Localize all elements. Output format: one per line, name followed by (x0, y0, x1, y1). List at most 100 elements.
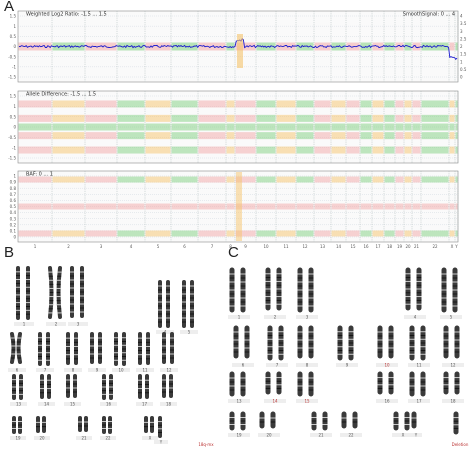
allele-band (421, 146, 449, 154)
baf-band (395, 203, 404, 210)
chromosome (46, 332, 50, 366)
chromosome-label: 9 (244, 244, 247, 249)
baf-band (226, 176, 235, 183)
log2-band (256, 42, 276, 51)
allele-band (296, 123, 314, 131)
allele-band (314, 100, 331, 108)
allele-band (226, 123, 235, 131)
label-strip (264, 315, 286, 319)
karyotype-label: 4 (164, 329, 167, 334)
allele-band (85, 132, 117, 140)
label-strip (408, 399, 430, 403)
allele-band (52, 123, 85, 131)
allele-band (85, 123, 117, 131)
track-allele: 1.5 1 0.5 0 -0.5 -1 -1.5 Allele Difference: -1.… (8, 90, 459, 164)
label-strip (180, 330, 198, 334)
log2-band (314, 42, 331, 51)
chromosome (454, 325, 460, 359)
chromosome-label: 1 (34, 244, 37, 249)
baf-band (171, 176, 198, 183)
chromosome (40, 374, 44, 399)
allele-band (395, 100, 404, 108)
allele-band (314, 123, 331, 131)
chromosome-label: 18 (387, 244, 393, 249)
left-tick-label: 0.6 (10, 198, 17, 203)
allele-band (117, 114, 145, 122)
chromosome-label: Y (454, 244, 458, 249)
allele-band (455, 123, 458, 131)
left-tick-label: 0 (13, 44, 16, 49)
chromosome (454, 371, 460, 395)
allele-band (346, 123, 360, 131)
chromosome (416, 267, 422, 311)
chromosome (240, 371, 246, 397)
allele-band (171, 114, 198, 122)
left-tick-label: 1 (13, 24, 16, 29)
allele-band (384, 123, 395, 131)
left-tick-label: 0.2 (10, 222, 17, 227)
baf-band (18, 176, 52, 183)
chromosome (80, 266, 84, 318)
allele-band (296, 146, 314, 154)
allele-band (346, 100, 360, 108)
allele-band (421, 123, 449, 131)
allele-band (256, 132, 276, 140)
chromosome (16, 332, 22, 364)
allele-band (331, 100, 346, 108)
label-strip (10, 402, 27, 406)
chromosome (311, 411, 317, 431)
chromosome (411, 411, 417, 429)
allele-band (372, 114, 384, 122)
chromosome (102, 374, 106, 400)
baf-band (384, 203, 395, 210)
karyotype-label: 16 (106, 401, 112, 406)
panel-letter-b: B (4, 244, 15, 261)
chromosome (146, 332, 150, 365)
label-strip (160, 402, 177, 406)
chromosome (122, 332, 126, 366)
baf-band (171, 230, 198, 237)
log2-band (395, 42, 404, 51)
chromosome (12, 416, 16, 434)
allele-band (276, 123, 296, 131)
baf-band (276, 230, 296, 237)
chromosome (162, 332, 166, 364)
chromosome (244, 325, 250, 359)
right-tick-label: 2.5 (460, 36, 467, 41)
karyotype-label: 3 (306, 314, 309, 319)
baf-band (412, 176, 421, 183)
allele-band (18, 123, 52, 131)
label-strip (376, 363, 398, 367)
label-strip (36, 368, 54, 372)
baf-band (421, 230, 449, 237)
allele-band (360, 123, 372, 131)
chromosome (297, 325, 303, 359)
allele-band (384, 100, 395, 108)
karyotype-label: 22 (105, 435, 111, 440)
label-strip (408, 363, 430, 367)
chromosome (144, 416, 148, 433)
allele-band (395, 123, 404, 131)
left-tick-label: 0.9 (10, 180, 17, 185)
allele-band (256, 100, 276, 108)
allele-band (449, 114, 455, 122)
allele-band (276, 146, 296, 154)
chromosome (259, 411, 265, 429)
baf-band (52, 230, 85, 237)
karyotype-label: 5 (450, 314, 453, 319)
track-right-title: SmoothSignal: 0 ... 4 (403, 12, 455, 18)
chromosome (182, 280, 186, 328)
karyotype-label: 1 (23, 321, 26, 326)
panel-letter-c: C (228, 244, 239, 261)
karyotype-label: 21 (81, 435, 87, 440)
chromosome (170, 332, 174, 364)
label-strip (64, 368, 82, 372)
chromosome (388, 371, 394, 395)
allele-band (404, 114, 412, 122)
chr9-baf-noise (236, 172, 242, 241)
allele-band (346, 132, 360, 140)
karyotype-label: 6 (16, 367, 19, 372)
karyotype-label: 12 (450, 362, 456, 367)
